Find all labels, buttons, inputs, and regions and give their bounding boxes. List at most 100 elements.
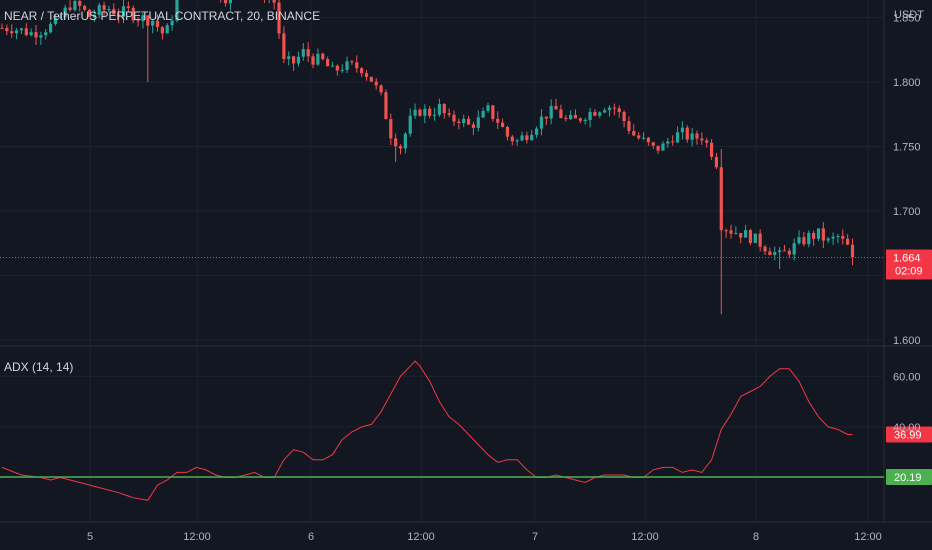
candle-body	[632, 130, 636, 136]
candle-body	[816, 228, 821, 239]
candle-body	[603, 110, 607, 113]
candle-body	[14, 30, 19, 34]
candle-body	[175, 0, 179, 21]
candle-body	[83, 5, 87, 10]
candle-body	[607, 107, 612, 111]
candle-body	[700, 138, 704, 141]
candle-body	[758, 233, 762, 247]
candle-body	[549, 105, 553, 119]
candle-body	[146, 15, 150, 26]
candle-body	[486, 105, 490, 111]
candle-body	[709, 142, 714, 157]
candle-body	[530, 134, 534, 141]
candle-body	[24, 28, 28, 36]
candle-body	[277, 2, 281, 34]
candle-body	[287, 56, 291, 59]
candle-body	[92, 14, 96, 17]
candle-body	[539, 116, 544, 129]
candle-body	[423, 108, 427, 116]
candle-body	[515, 140, 519, 142]
candle-body	[782, 250, 787, 252]
candle-body	[160, 27, 164, 34]
candle-body	[846, 238, 850, 245]
candlestick-series	[0, 0, 855, 315]
candle-body	[476, 117, 480, 128]
candle-body	[583, 119, 587, 121]
candle-body	[364, 73, 369, 77]
candle-body	[97, 5, 101, 15]
candle-body	[73, 0, 77, 11]
candle-body	[0, 27, 4, 29]
candle-body	[102, 5, 106, 10]
candle-body	[792, 243, 796, 255]
last-price-badge	[886, 249, 932, 280]
x-tick-label: 5	[87, 531, 93, 543]
candle-body	[447, 113, 451, 115]
candle-body	[437, 104, 441, 115]
candle-body	[481, 110, 485, 118]
candle-body	[413, 109, 417, 116]
candle-body	[228, 0, 233, 4]
candle-body	[452, 114, 456, 122]
candle-body	[743, 230, 748, 238]
candle-body	[559, 109, 563, 118]
candle-body	[10, 31, 14, 34]
adx-tick-label: 60.00	[893, 371, 921, 383]
adx-line	[1, 360, 853, 501]
x-tick-label: 8	[753, 531, 759, 543]
candle-body	[165, 25, 169, 34]
candle-body	[126, 6, 130, 8]
candle-body	[53, 17, 58, 24]
candle-body	[403, 133, 407, 149]
candle-body	[685, 127, 689, 140]
candle-body	[821, 228, 825, 241]
candle-body	[170, 20, 174, 26]
axis-layer: 5 12:00 6 12:00 7 12:00 8 12:00 1.850 1.800 1.750 1…	[87, 13, 921, 544]
candle-body	[340, 69, 344, 71]
candle-body	[505, 126, 510, 137]
candle-body	[617, 108, 621, 113]
candle-body	[569, 114, 573, 120]
candle-body	[807, 232, 811, 245]
candle-body	[841, 236, 845, 239]
candle-body	[19, 28, 24, 31]
candle-body	[155, 20, 160, 28]
candle-body	[520, 135, 524, 141]
candle-body	[68, 7, 72, 11]
candle-body	[705, 140, 709, 143]
candle-body	[850, 244, 855, 258]
y-tick-label: 1.700	[893, 206, 921, 218]
candle-body	[141, 15, 145, 22]
adx-value-badge	[886, 426, 932, 443]
candle-body	[272, 0, 276, 3]
candle-body	[535, 128, 539, 135]
candle-body	[491, 105, 495, 119]
candle-body	[496, 118, 500, 123]
candle-body	[729, 230, 733, 234]
candle-body	[573, 114, 578, 119]
candle-body	[121, 6, 126, 17]
candle-body	[330, 65, 335, 67]
candle-body	[345, 61, 349, 70]
candle-body	[471, 124, 476, 128]
candle-body	[398, 146, 403, 149]
candle-body	[544, 116, 548, 119]
level-value-label: 20.19	[894, 472, 922, 484]
y-tick-label: 1.850	[893, 13, 921, 25]
candle-body	[432, 114, 437, 116]
candle-body	[675, 132, 680, 143]
candle-body	[282, 33, 286, 59]
x-tick-label: 12:00	[183, 531, 211, 543]
candle-body	[666, 141, 670, 144]
candle-body	[394, 138, 398, 147]
candle-body	[107, 9, 111, 11]
candle-body	[598, 112, 602, 116]
candle-body	[763, 246, 767, 252]
last-price-value: 1.664	[893, 252, 921, 264]
candle-body	[734, 232, 738, 234]
candle-body	[695, 133, 699, 139]
candle-body	[131, 7, 135, 21]
x-tick-label: 12:00	[854, 531, 882, 543]
